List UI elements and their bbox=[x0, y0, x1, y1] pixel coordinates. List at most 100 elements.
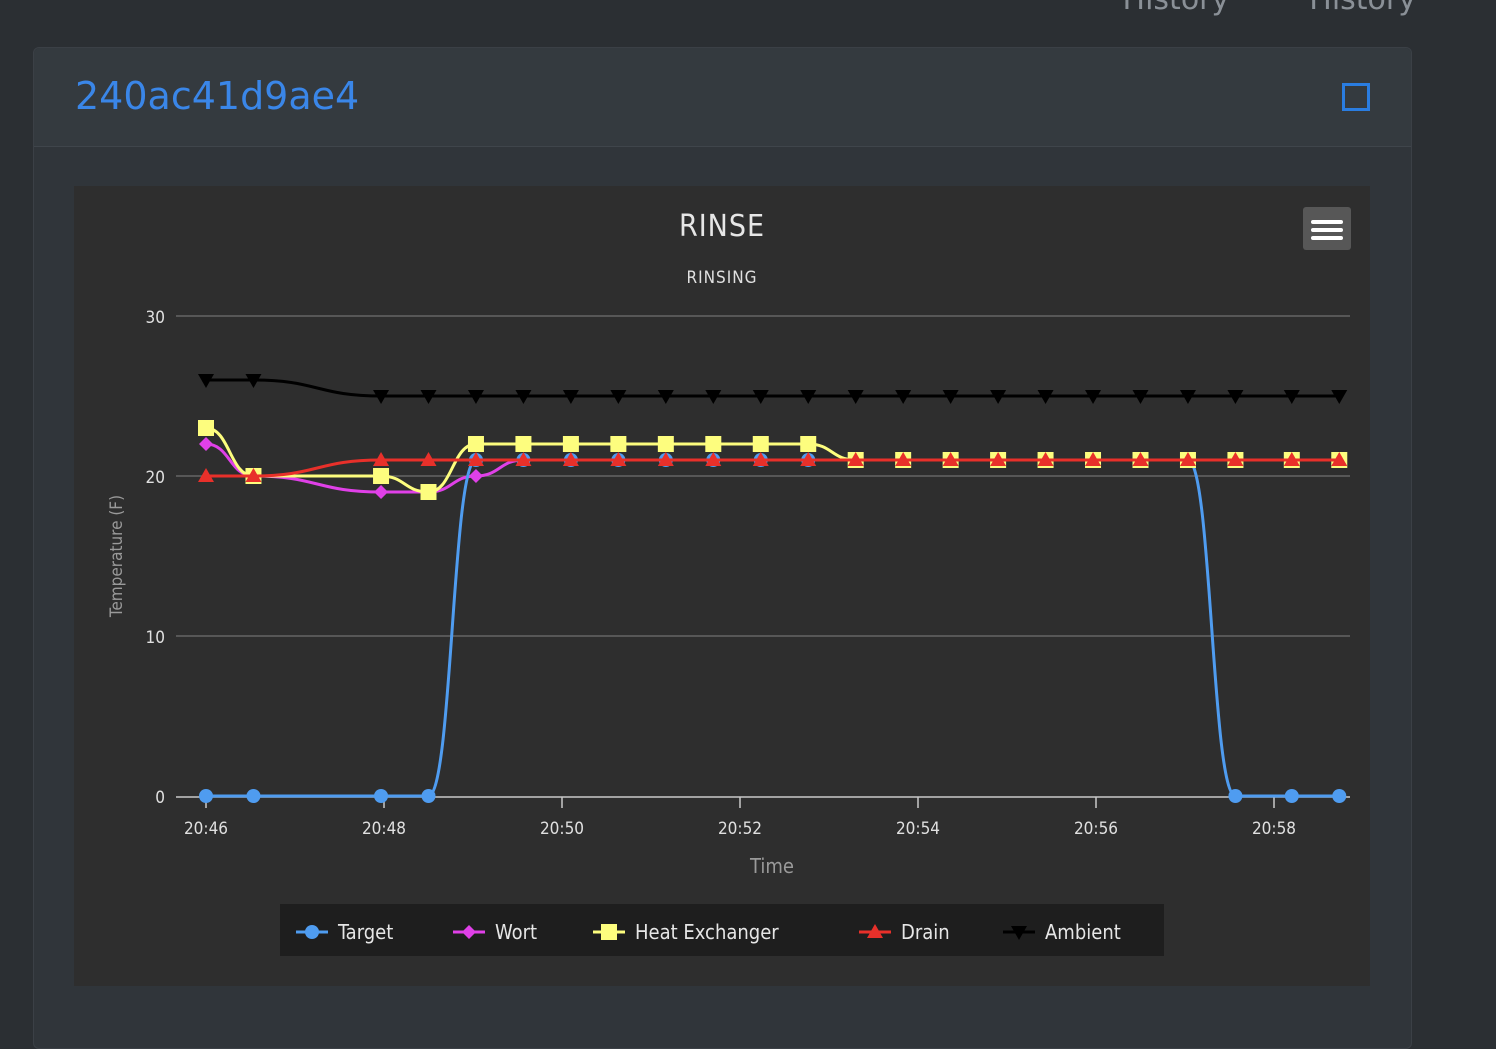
data-point-ambient bbox=[752, 390, 769, 404]
data-point-target bbox=[246, 789, 261, 803]
data-point-target bbox=[421, 789, 436, 803]
y-tick-label: 30 bbox=[146, 308, 165, 328]
data-point-drain bbox=[705, 452, 722, 466]
data-point-heat-exchanger bbox=[420, 484, 437, 500]
data-point-ambient bbox=[1085, 390, 1102, 404]
x-tick-label: 20:58 bbox=[1252, 819, 1296, 839]
history-link-1[interactable]: History bbox=[1123, 0, 1230, 17]
legend-marker-ambient bbox=[1011, 926, 1027, 940]
data-point-ambient bbox=[1331, 390, 1348, 404]
x-tick-label: 20:48 bbox=[362, 819, 406, 839]
data-point-drain bbox=[657, 452, 674, 466]
data-point-ambient bbox=[467, 390, 484, 404]
maximize-button[interactable] bbox=[1342, 83, 1370, 111]
data-point-drain bbox=[515, 452, 532, 466]
data-point-drain bbox=[420, 452, 437, 466]
data-point-heat-exchanger bbox=[705, 436, 722, 452]
data-point-drain bbox=[752, 452, 769, 466]
data-point-ambient bbox=[705, 390, 722, 404]
data-point-drain bbox=[800, 452, 817, 466]
data-point-drain bbox=[1179, 452, 1196, 466]
legend-label-ambient[interactable]: Ambient bbox=[1045, 920, 1121, 944]
x-tick-label: 20:50 bbox=[540, 819, 584, 839]
data-point-heat-exchanger bbox=[800, 436, 817, 452]
data-point-wort bbox=[374, 485, 389, 499]
data-point-drain bbox=[1037, 452, 1054, 466]
chart-subtitle: RINSING bbox=[686, 268, 757, 288]
chart-title: RINSE bbox=[679, 209, 765, 244]
card-header: 240ac41d9ae4 bbox=[34, 48, 1411, 147]
legend-label-drain[interactable]: Drain bbox=[901, 920, 950, 944]
x-tick-label: 20:52 bbox=[718, 819, 762, 839]
legend-marker-drain bbox=[867, 924, 883, 938]
data-point-ambient bbox=[198, 374, 214, 388]
data-point-target bbox=[199, 789, 213, 803]
data-point-target bbox=[374, 789, 389, 803]
data-point-wort bbox=[199, 437, 213, 451]
data-point-heat-exchanger bbox=[198, 420, 214, 436]
top-links: History History bbox=[1123, 0, 1416, 17]
y-tick-label: 10 bbox=[146, 628, 165, 648]
data-point-wort bbox=[468, 469, 483, 483]
data-point-drain bbox=[198, 468, 214, 482]
data-point-drain bbox=[895, 452, 912, 466]
data-point-drain bbox=[990, 452, 1007, 466]
hamburger-icon-bar bbox=[1311, 236, 1343, 240]
legend-marker-target bbox=[305, 925, 319, 939]
data-point-heat-exchanger bbox=[515, 436, 532, 452]
history-link-2[interactable]: History bbox=[1309, 0, 1416, 17]
legend-label-heat-exchanger[interactable]: Heat Exchanger bbox=[635, 920, 779, 944]
data-point-drain bbox=[847, 452, 864, 466]
data-point-ambient bbox=[1227, 390, 1244, 404]
data-point-target bbox=[1228, 789, 1243, 803]
data-point-ambient bbox=[1179, 390, 1196, 404]
data-point-drain bbox=[1283, 452, 1300, 466]
chart-container: RINSE RINSING 0 10 20 30 20:46 20:48 20:50 20:52 2… bbox=[74, 186, 1370, 986]
data-point-drain bbox=[1132, 452, 1149, 466]
x-tick-label: 20:46 bbox=[184, 819, 228, 839]
data-point-drain bbox=[467, 452, 484, 466]
data-point-heat-exchanger bbox=[562, 436, 579, 452]
x-tick-label: 20:56 bbox=[1074, 819, 1118, 839]
legend-label-target[interactable]: Target bbox=[337, 920, 393, 944]
data-point-ambient bbox=[942, 390, 959, 404]
series-line-drain bbox=[206, 458, 1340, 478]
data-point-drain bbox=[610, 452, 627, 466]
data-point-ambient bbox=[373, 390, 390, 404]
hamburger-icon-bar bbox=[1311, 220, 1343, 224]
legend-marker-wort bbox=[462, 925, 476, 939]
data-point-ambient bbox=[657, 390, 674, 404]
device-id-title: 240ac41d9ae4 bbox=[75, 74, 360, 118]
data-point-ambient bbox=[847, 390, 864, 404]
y-axis-title: Temperature (F) bbox=[107, 495, 127, 618]
series-line-target bbox=[206, 458, 1340, 798]
data-point-ambient bbox=[1283, 390, 1300, 404]
data-point-ambient bbox=[515, 390, 532, 404]
x-axis-title: Time bbox=[749, 854, 794, 878]
data-point-ambient bbox=[610, 390, 627, 404]
y-tick-label: 0 bbox=[155, 788, 165, 808]
data-point-ambient bbox=[990, 390, 1007, 404]
data-point-heat-exchanger bbox=[373, 468, 390, 484]
data-point-heat-exchanger bbox=[467, 436, 484, 452]
data-point-drain bbox=[1331, 452, 1348, 466]
legend-label-wort[interactable]: Wort bbox=[495, 920, 537, 944]
x-tick-label: 20:54 bbox=[896, 819, 940, 839]
data-point-drain bbox=[1085, 452, 1102, 466]
data-point-ambient bbox=[1037, 390, 1054, 404]
data-point-target bbox=[1332, 789, 1347, 803]
data-point-ambient bbox=[245, 374, 262, 388]
data-point-drain bbox=[562, 452, 579, 466]
series-line-ambient bbox=[205, 378, 1340, 398]
data-point-drain bbox=[245, 468, 262, 482]
data-point-ambient bbox=[420, 390, 437, 404]
data-point-heat-exchanger bbox=[610, 436, 627, 452]
data-point-drain bbox=[942, 452, 959, 466]
hamburger-icon-bar bbox=[1311, 228, 1343, 232]
data-point-ambient bbox=[1132, 390, 1149, 404]
y-tick-label: 20 bbox=[146, 468, 165, 488]
data-point-target bbox=[1284, 789, 1299, 803]
data-point-heat-exchanger bbox=[657, 436, 674, 452]
data-point-drain bbox=[373, 452, 390, 466]
data-point-ambient bbox=[895, 390, 912, 404]
